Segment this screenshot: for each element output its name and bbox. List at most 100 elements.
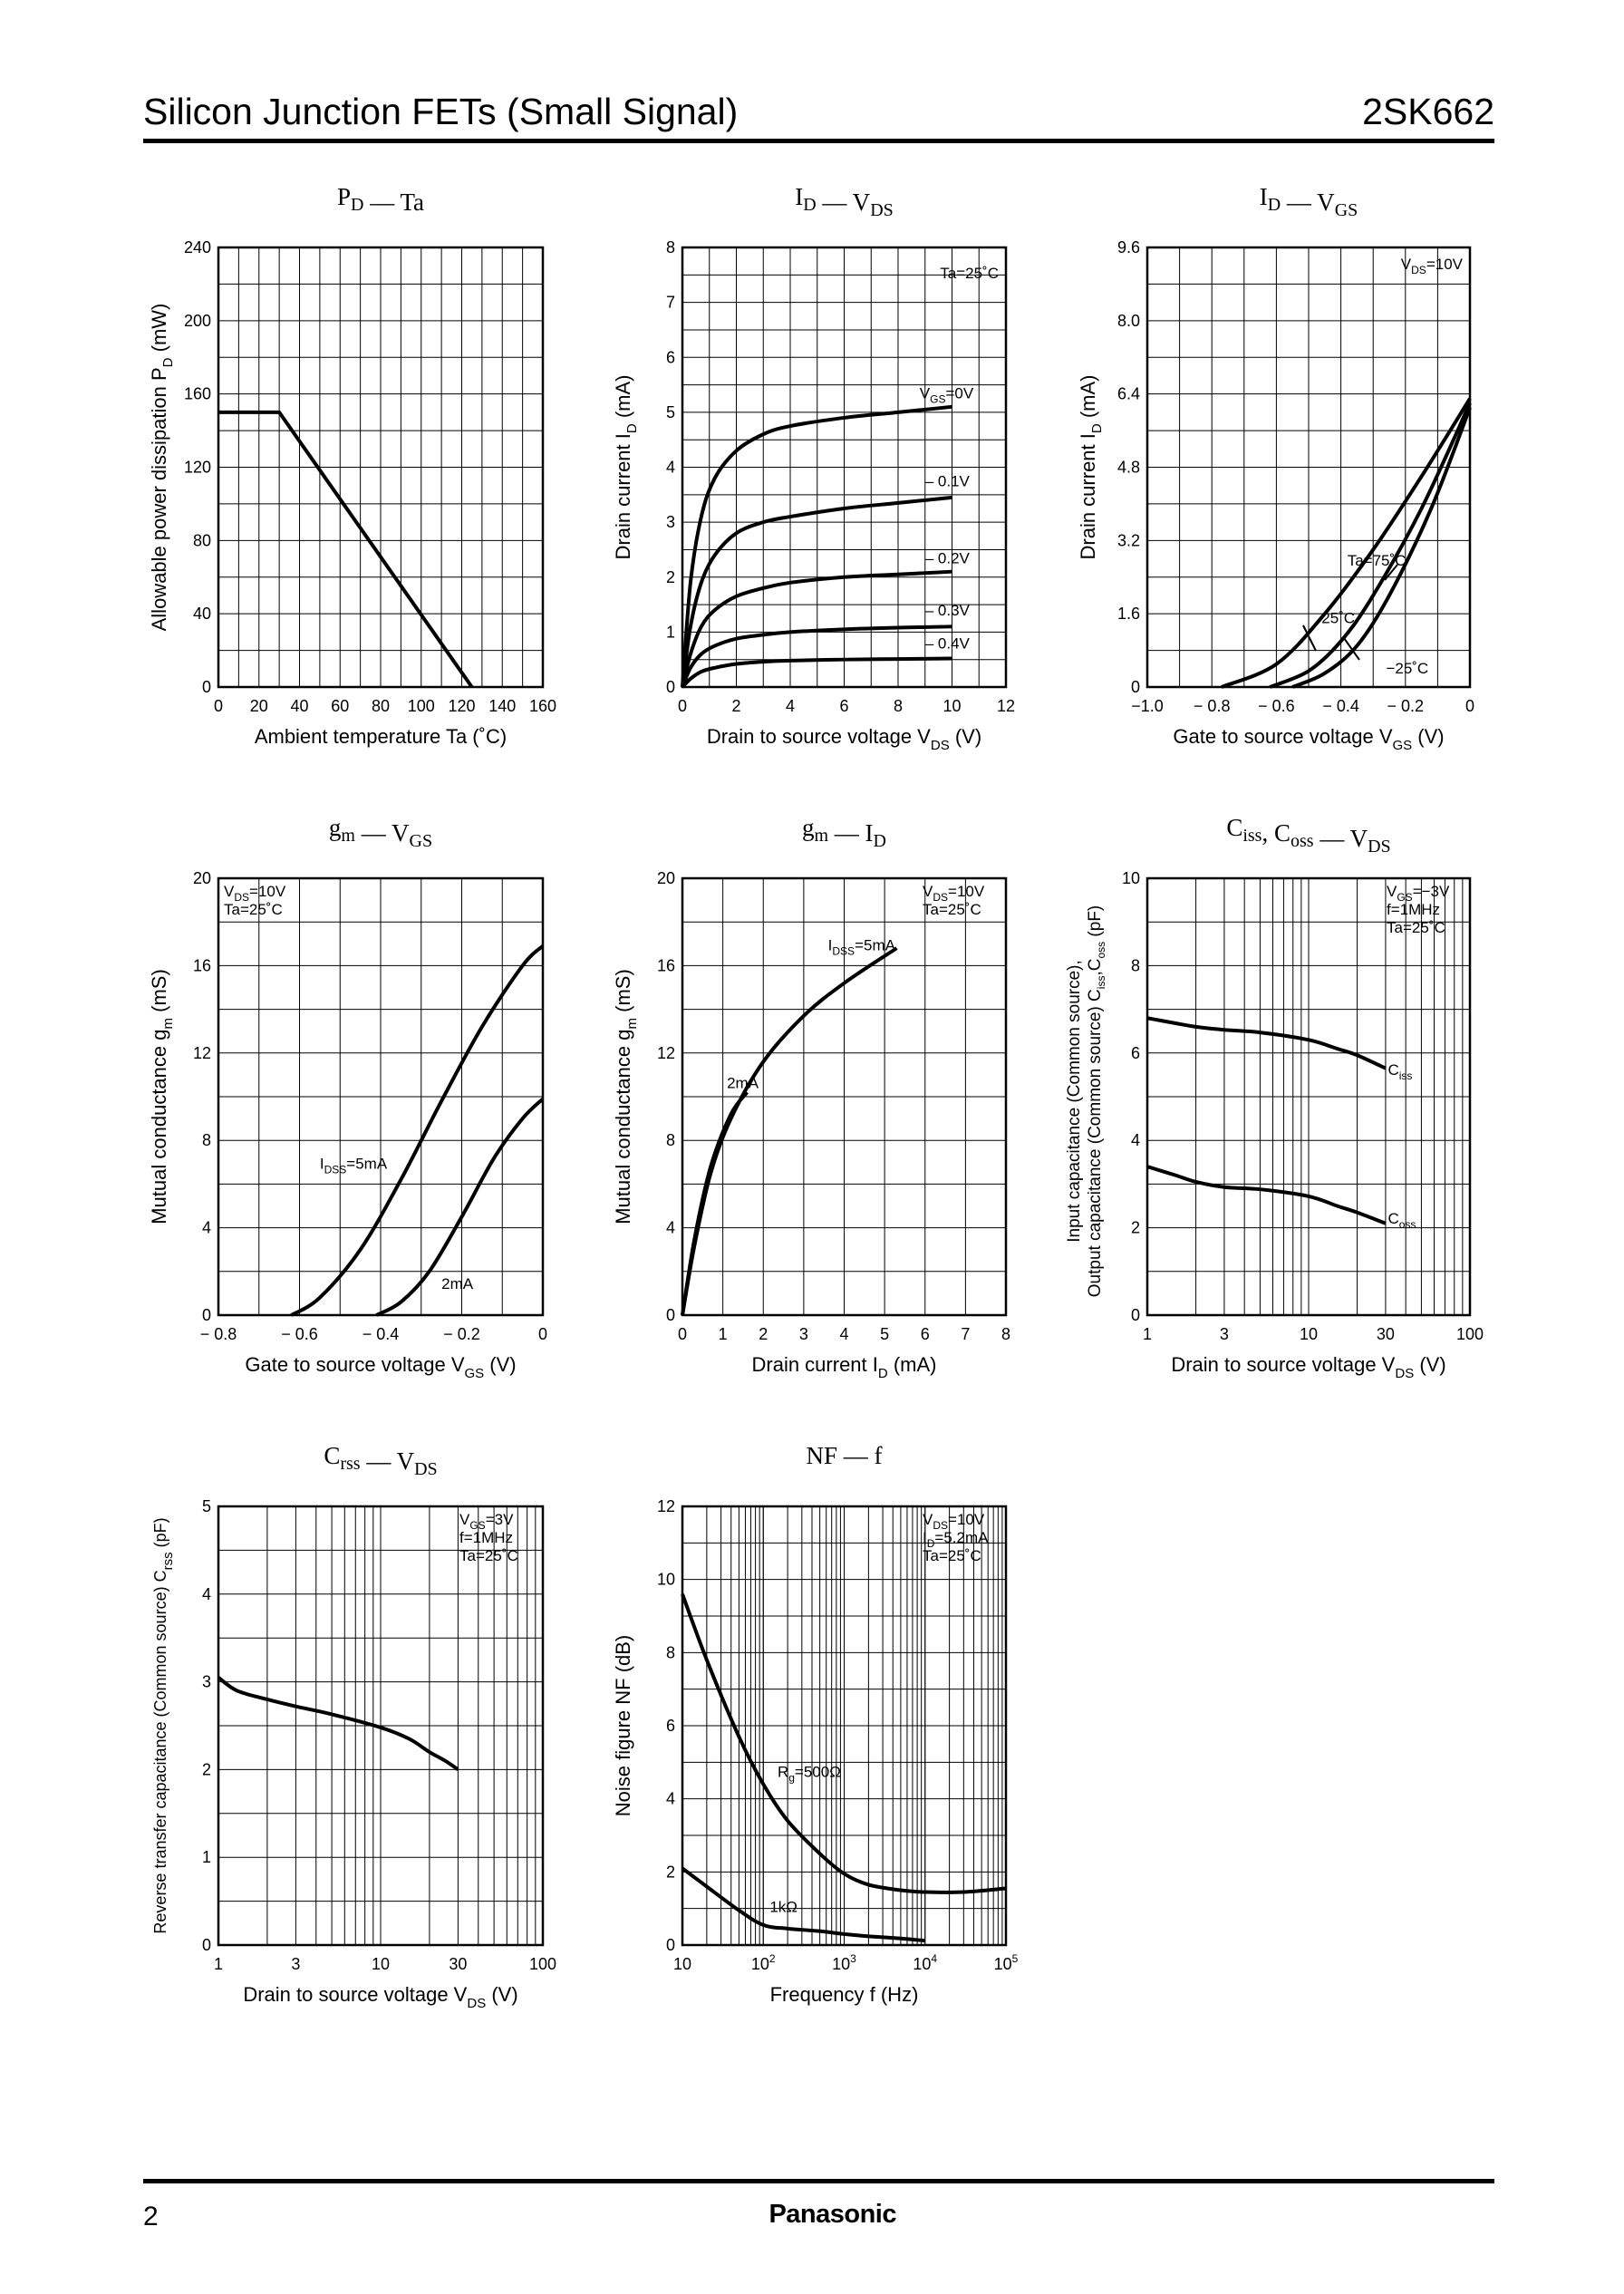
x-tick-label: − 0.2 — [1387, 697, 1425, 715]
x-tick-label: 0 — [678, 1325, 687, 1343]
annotation-label: Ciss — [1387, 1061, 1412, 1082]
legend-text: VDS=10V — [1401, 256, 1464, 276]
y-axis-label: Allowable power dissipation PD (mW) — [148, 304, 176, 632]
annotation-label: 2mA — [727, 1074, 759, 1091]
y-tick-label: 4 — [666, 1790, 675, 1808]
x-tick-label: 0 — [538, 1325, 547, 1343]
page-footer: 2 Panasonic — [143, 2179, 1494, 2238]
y-axis-label: Drain current ID (mA) — [612, 375, 640, 560]
y-axis-label: Output capacitance (Common source) Ciss,… — [1086, 905, 1107, 1298]
grid — [682, 1505, 1007, 1946]
x-tick-label: − 0.6 — [1258, 697, 1295, 715]
y-tick-label: 6 — [666, 1717, 675, 1735]
chart-id_vgs: −1.0 − 0.8 − 0.6 − 0.4 − 0.2 0 0 1.6 3.2 4.8 6.4 8.… — [1077, 183, 1474, 753]
x-tick-label: 60 — [331, 697, 349, 715]
grid — [682, 877, 1007, 1316]
x-tick-label: 2 — [731, 697, 740, 715]
annotation-label: 25˚C — [1321, 609, 1355, 626]
x-tick-label: 5 — [880, 1325, 889, 1343]
y-tick-label: 0 — [1131, 678, 1140, 696]
legend-text: VDS=10V — [923, 883, 985, 904]
legend-text: Ta=25˚C — [1387, 919, 1445, 936]
series-line — [218, 410, 474, 689]
y-tick-label: 16 — [657, 956, 675, 974]
x-tick-label: 10 — [1300, 1325, 1318, 1343]
series-line — [681, 656, 952, 689]
legend-text: Ta=25˚C — [923, 1547, 981, 1564]
y-axis-label: Noise figure NF (dB) — [612, 1635, 634, 1817]
annotation-label: Rg=500Ω — [778, 1763, 841, 1784]
annotation-leaders — [1302, 564, 1398, 661]
y-tick-label: 8 — [202, 1131, 211, 1149]
y-tick-label: 4 — [202, 1585, 211, 1603]
x-tick-label: 1 — [719, 1325, 728, 1343]
grid — [218, 877, 544, 1316]
y-tick-label: 12 — [657, 1497, 675, 1515]
x-axis-label: Gate to source voltage VGS (V) — [245, 1353, 516, 1381]
page-number: 2 — [143, 2202, 159, 2231]
plot-frame — [1146, 246, 1472, 689]
leader-line — [1343, 637, 1360, 661]
series-line — [681, 1090, 749, 1316]
annotation-label: Coss — [1387, 1210, 1416, 1231]
series-line — [681, 946, 898, 1316]
x-tick-label: 10 — [673, 1955, 691, 1973]
y-tick-label: 5 — [202, 1497, 211, 1515]
series-line — [681, 495, 952, 688]
y-tick-label: 20 — [193, 869, 211, 887]
x-tick-label: 104 — [913, 1952, 937, 1973]
y-tick-label: 0 — [666, 1306, 675, 1324]
grid — [682, 247, 1007, 688]
y-tick-label: 8.0 — [1117, 312, 1140, 330]
x-tick-label: 100 — [529, 1955, 556, 1973]
chart-title: NF — f — [806, 1442, 882, 1469]
plot-frame — [1146, 876, 1472, 1317]
y-tick-label: 8 — [666, 1131, 675, 1149]
x-tick-label: − 0.2 — [443, 1325, 480, 1343]
y-tick-label: 5 — [666, 403, 675, 421]
x-tick-label: 3 — [291, 1955, 300, 1973]
grid — [218, 247, 544, 688]
x-tick-label: 8 — [1001, 1325, 1010, 1343]
chart-gm_vgs: − 0.8 − 0.6 − 0.4 − 0.2 0 0 4 8 12 16 20 gm — VGS Ga… — [148, 814, 547, 1381]
part-number: 2SK662 — [1362, 91, 1494, 132]
legend-text: VDS=10V — [923, 1511, 985, 1532]
chart-title: ID — VDS — [795, 183, 894, 220]
y-tick-label: 0 — [666, 1936, 675, 1954]
y-tick-label: 2 — [666, 568, 675, 586]
y-tick-label: 1.6 — [1117, 605, 1140, 623]
y-tick-label: 6.4 — [1117, 385, 1140, 403]
x-tick-label: − 0.6 — [281, 1325, 318, 1343]
series-line — [1269, 402, 1472, 689]
chart-title: Ciss, Coss — VDS — [1226, 814, 1390, 857]
y-tick-label: 12 — [657, 1044, 675, 1062]
series-line — [290, 944, 545, 1317]
series-line — [681, 1866, 925, 1943]
plot-frame — [681, 876, 1008, 1317]
x-tick-label: 1 — [214, 1955, 223, 1973]
x-tick-label: 80 — [372, 697, 390, 715]
y-tick-label: 6 — [1131, 1044, 1140, 1062]
y-tick-label: 3 — [202, 1673, 211, 1691]
grid — [218, 1505, 544, 1946]
series-line — [1146, 1016, 1387, 1070]
y-tick-label: 8 — [1131, 956, 1140, 974]
series-line — [1146, 1165, 1387, 1225]
grid — [1146, 247, 1471, 688]
annotation-label: 2mA — [441, 1275, 474, 1292]
chart-nf_f: 10 102 103 104 105 0 2 4 6 8 10 12 NF — f Frequency f… — [612, 1442, 1019, 2006]
legend-text: Ta=25˚C — [459, 1547, 518, 1564]
y-tick-label: 4.8 — [1117, 459, 1140, 477]
grid — [1146, 877, 1471, 1316]
chart-title: PD — Ta — [337, 183, 424, 216]
y-tick-label: 3.2 — [1117, 531, 1140, 549]
y-tick-label: 12 — [193, 1044, 211, 1062]
y-tick-label: 1 — [202, 1848, 211, 1866]
plot-frame — [217, 246, 545, 689]
legend-text: VGS=−3V — [1387, 883, 1450, 904]
legend-text: VGS=3V — [459, 1511, 514, 1532]
y-tick-label: 6 — [666, 348, 675, 366]
